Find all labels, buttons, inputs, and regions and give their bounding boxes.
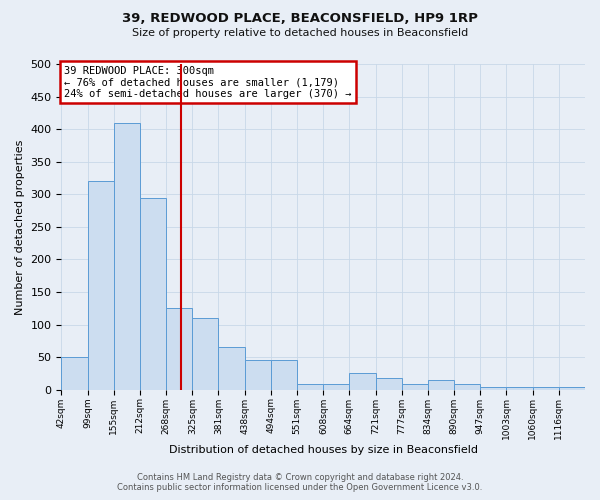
Bar [349,374,376,390]
Bar [245,360,271,390]
Bar [401,384,428,390]
Bar [88,181,114,390]
Bar [193,318,218,390]
Bar [454,384,481,390]
Text: Contains HM Land Registry data © Crown copyright and database right 2024.
Contai: Contains HM Land Registry data © Crown c… [118,473,482,492]
Bar [376,378,401,390]
Bar [140,198,166,390]
Bar [61,357,88,390]
Text: Size of property relative to detached houses in Beaconsfield: Size of property relative to detached ho… [132,28,468,38]
Bar [428,380,454,390]
X-axis label: Distribution of detached houses by size in Beaconsfield: Distribution of detached houses by size … [169,445,478,455]
Text: 39 REDWOOD PLACE: 300sqm
← 76% of detached houses are smaller (1,179)
24% of sem: 39 REDWOOD PLACE: 300sqm ← 76% of detach… [64,66,352,99]
Bar [271,360,297,390]
Bar [533,387,559,390]
Text: 39, REDWOOD PLACE, BEACONSFIELD, HP9 1RP: 39, REDWOOD PLACE, BEACONSFIELD, HP9 1RP [122,12,478,26]
Bar [559,387,585,390]
Bar [506,387,533,390]
Bar [166,308,193,390]
Y-axis label: Number of detached properties: Number of detached properties [15,139,25,314]
Bar [297,384,323,390]
Bar [114,122,140,390]
Bar [323,384,349,390]
Bar [218,348,245,390]
Bar [481,387,506,390]
